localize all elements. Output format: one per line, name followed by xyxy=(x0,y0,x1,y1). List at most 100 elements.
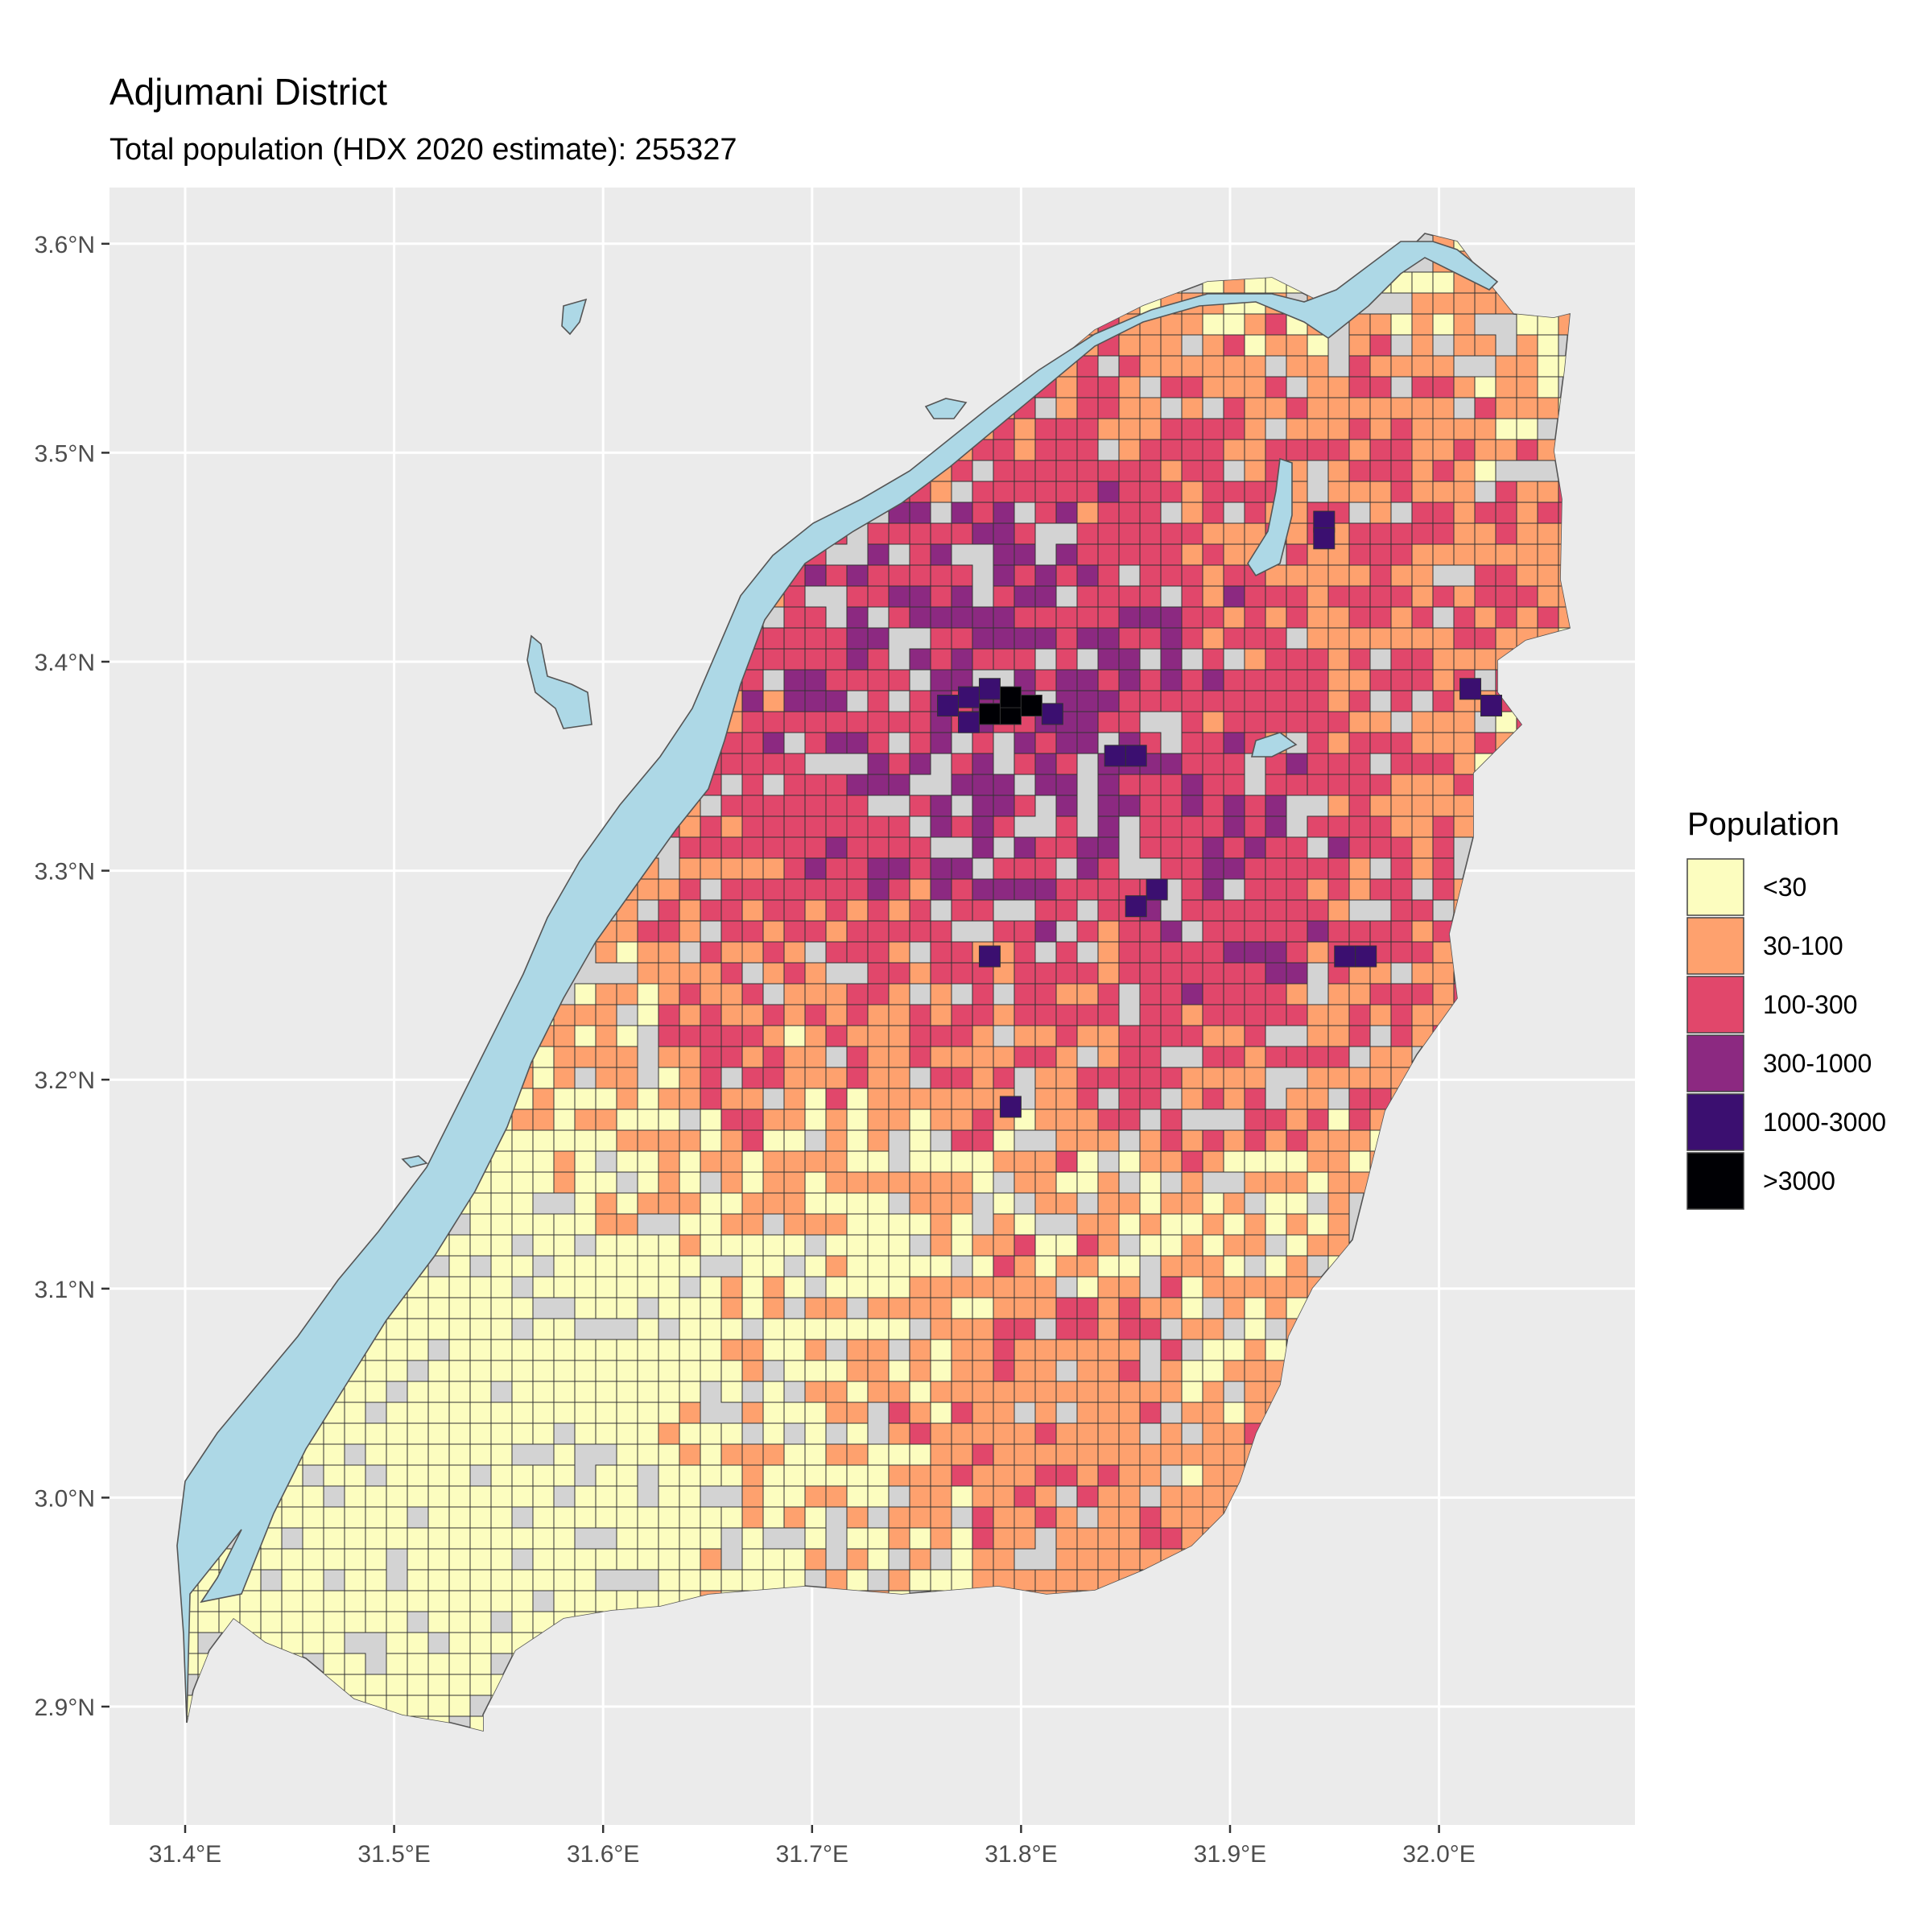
population-cell xyxy=(993,920,1015,943)
population-cell xyxy=(846,1443,869,1466)
population-cell xyxy=(1097,857,1120,880)
population-cell xyxy=(1160,1067,1183,1089)
population-cell xyxy=(1432,397,1455,419)
population-cell xyxy=(637,1339,659,1361)
population-cell xyxy=(658,1506,680,1529)
population-cell xyxy=(1286,774,1308,796)
population-cell xyxy=(700,941,722,964)
population-cell xyxy=(1181,857,1203,880)
population-cell xyxy=(1160,355,1183,378)
population-cell xyxy=(972,1108,994,1131)
population-cell xyxy=(1139,355,1162,378)
population-cell xyxy=(825,732,848,754)
population-cell xyxy=(741,1402,764,1424)
population-cell xyxy=(972,1360,994,1382)
population-cell xyxy=(1034,1402,1057,1424)
population-cell xyxy=(846,1025,869,1047)
high-density-cell xyxy=(1480,695,1502,717)
population-cell xyxy=(595,1276,617,1298)
population-cell xyxy=(386,1443,408,1466)
population-cell xyxy=(1202,1318,1224,1340)
population-cell xyxy=(1139,1527,1162,1550)
population-cell xyxy=(909,522,931,545)
population-cell xyxy=(469,1339,492,1361)
lake xyxy=(1247,457,1293,577)
population-cell xyxy=(1097,690,1120,712)
population-cell xyxy=(658,1171,680,1194)
population-cell xyxy=(1202,1213,1224,1236)
population-cell xyxy=(1097,1318,1120,1340)
population-cell xyxy=(951,1046,973,1068)
population-cell xyxy=(616,1422,638,1445)
population-cell xyxy=(993,774,1015,796)
population-cell xyxy=(1160,669,1183,691)
population-cell xyxy=(616,1402,638,1424)
population-cell xyxy=(1055,1381,1078,1403)
population-cell xyxy=(1034,439,1057,461)
population-cell xyxy=(804,836,827,859)
population-cell xyxy=(1118,1381,1141,1403)
population-cell xyxy=(951,1339,973,1361)
population-cell xyxy=(1244,1025,1266,1047)
population-cell xyxy=(1118,1025,1141,1047)
population-cell xyxy=(762,962,785,985)
population-cell xyxy=(1432,292,1455,315)
population-cell xyxy=(1181,1192,1203,1215)
population-cell xyxy=(1034,1569,1057,1591)
population-cell xyxy=(1244,1318,1266,1340)
population-cell xyxy=(658,1025,680,1047)
population-cell xyxy=(972,753,994,775)
population-cell xyxy=(993,564,1015,587)
population-cell xyxy=(679,1150,701,1173)
population-cell xyxy=(700,1569,722,1591)
population-cell xyxy=(1348,878,1371,901)
population-cell xyxy=(1516,439,1538,461)
population-cell xyxy=(741,774,764,796)
population-cell xyxy=(1202,1464,1224,1487)
population-cell xyxy=(783,857,806,880)
population-cell xyxy=(574,1192,597,1215)
population-cell xyxy=(595,1046,617,1068)
population-cell xyxy=(1453,460,1476,482)
population-cell xyxy=(846,1527,869,1550)
population-cell xyxy=(1118,941,1141,964)
population-cell xyxy=(407,1653,429,1675)
population-cell xyxy=(972,1548,994,1571)
population-cell xyxy=(951,1192,973,1215)
population-cell xyxy=(1390,564,1413,587)
population-cell xyxy=(1139,334,1162,357)
population-cell xyxy=(951,1443,973,1466)
population-cell xyxy=(1013,522,1036,545)
population-cell xyxy=(365,1569,387,1591)
population-cell xyxy=(1097,1234,1120,1257)
population-cell xyxy=(1160,606,1183,629)
population-cell xyxy=(930,1464,952,1487)
population-cell xyxy=(1286,1046,1308,1068)
population-cell xyxy=(1495,564,1517,587)
population-cell xyxy=(741,920,764,943)
population-cell xyxy=(867,857,890,880)
population-cell xyxy=(532,1088,555,1110)
population-cell xyxy=(783,815,806,838)
population-cell xyxy=(1202,1381,1224,1403)
population-cell xyxy=(1076,920,1099,943)
population-cell xyxy=(1223,690,1245,712)
population-cell xyxy=(762,1318,785,1340)
population-cell xyxy=(1055,1443,1078,1466)
population-cell xyxy=(972,522,994,545)
population-cell xyxy=(1327,690,1350,712)
population-cell xyxy=(846,941,869,964)
population-cell xyxy=(1013,460,1036,482)
population-cell xyxy=(532,1339,555,1361)
population-cell xyxy=(1160,1422,1183,1445)
population-cell xyxy=(323,1590,345,1612)
population-cell xyxy=(762,1402,785,1424)
population-cell xyxy=(553,1548,576,1571)
population-cell xyxy=(1202,1088,1224,1110)
population-cell xyxy=(532,1485,555,1508)
population-cell xyxy=(741,711,764,733)
population-cell xyxy=(720,857,743,880)
population-cell xyxy=(1160,334,1183,357)
population-cell xyxy=(323,1422,345,1445)
population-cell xyxy=(1348,418,1371,440)
